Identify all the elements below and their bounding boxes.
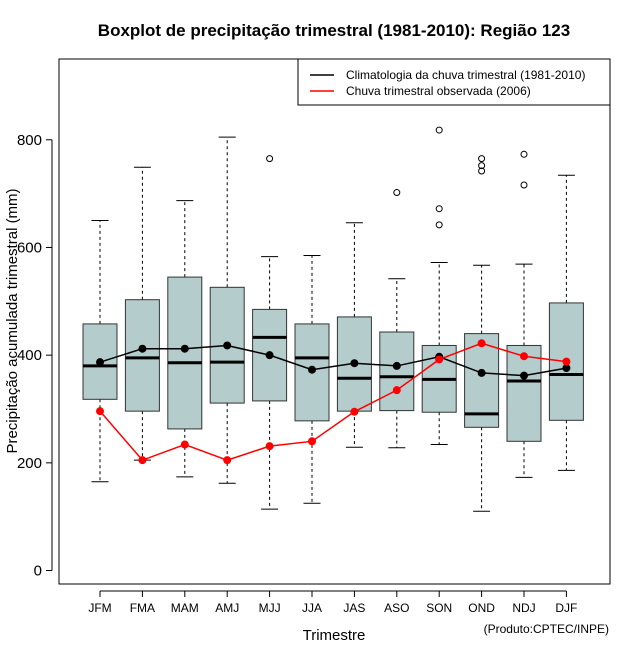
- observed-point: [265, 442, 274, 451]
- box-jja: [294, 255, 330, 504]
- y-axis: 0 200 400 600 800: [17, 132, 53, 580]
- climatology-point: [562, 364, 571, 373]
- outlier-point: [478, 167, 486, 175]
- box-aso: [379, 189, 415, 449]
- outlier-point: [520, 150, 528, 158]
- observed-point: [477, 339, 486, 348]
- credit-text: (Produto:CPTEC/INPE): [484, 622, 609, 636]
- outlier-point: [478, 155, 486, 163]
- box-jfm: [82, 220, 118, 483]
- box-mjj: [252, 155, 288, 510]
- legend-box: [297, 58, 611, 106]
- y-tick-label: 600: [17, 239, 42, 256]
- x-tick-label: JFM: [88, 601, 111, 615]
- box-iqr: [379, 331, 415, 412]
- climatology-point: [308, 365, 316, 374]
- x-tick-label: NDJ: [512, 601, 535, 615]
- line-series: [96, 339, 571, 465]
- y-tick-label: 800: [17, 132, 42, 149]
- observed-point: [180, 440, 189, 449]
- x-tick-label: DJF: [555, 601, 577, 615]
- observed-point: [435, 355, 444, 364]
- legend: Climatologia da chuva trimestral (1981-2…: [297, 58, 611, 106]
- outlier-point: [520, 181, 528, 189]
- y-tick-label: 0: [34, 563, 42, 580]
- observed-point: [308, 437, 316, 446]
- x-axis-label: Trimestre: [303, 627, 366, 644]
- x-tick-label: MAM: [171, 601, 199, 615]
- y-axis-label: Precipitação acumulada trimestral (mm): [4, 188, 21, 453]
- climatology-point: [138, 344, 147, 353]
- observed-point: [223, 456, 232, 465]
- y-tick-label: 400: [17, 347, 42, 364]
- box-fma: [124, 166, 160, 461]
- box-amj: [209, 136, 245, 484]
- observed-point: [96, 407, 104, 416]
- outlier-point: [435, 126, 443, 134]
- box-djf: [548, 174, 584, 471]
- y-tick-label: 200: [17, 455, 42, 472]
- climatology-point: [520, 371, 528, 380]
- x-tick-label: AMJ: [215, 601, 239, 615]
- box-ndj: [506, 150, 542, 478]
- chart-title: Boxplot de precipitação trimestral (1981…: [98, 21, 570, 40]
- x-tick-label: JAS: [343, 601, 365, 615]
- box-iqr: [506, 344, 542, 442]
- climatology-point: [180, 344, 189, 353]
- outlier-point: [435, 221, 443, 229]
- observed-point: [562, 357, 571, 366]
- observed-line: [99, 342, 567, 462]
- climatology-point: [392, 361, 401, 370]
- box-ond: [464, 155, 500, 512]
- climatology-point: [265, 351, 274, 360]
- x-tick-label: SON: [426, 601, 452, 615]
- climatology-point: [477, 368, 486, 377]
- box-iqr: [464, 333, 500, 428]
- observed-point: [520, 352, 528, 361]
- observed-point: [392, 386, 401, 395]
- x-tick-label: FMA: [130, 601, 155, 615]
- box-mam: [167, 200, 203, 478]
- box-son: [421, 126, 457, 446]
- x-tick-label: OND: [468, 601, 495, 615]
- box-iqr: [167, 276, 203, 430]
- box-iqr: [124, 299, 160, 412]
- outlier-point: [266, 155, 274, 163]
- observed-point: [138, 456, 147, 465]
- climatology-point: [350, 359, 359, 368]
- climatology-line: [99, 344, 567, 377]
- box-series: [82, 126, 584, 512]
- x-tick-label: MJJ: [259, 601, 281, 615]
- x-tick-label: ASO: [384, 601, 409, 615]
- climatology-point: [96, 358, 104, 367]
- outlier-point: [478, 162, 486, 170]
- outlier-point: [393, 189, 401, 197]
- legend-observed-label: Chuva trimestral observada (2006): [346, 84, 531, 98]
- legend-climatology-label: Climatologia da chuva trimestral (1981-2…: [346, 68, 585, 82]
- x-tick-label: JJA: [302, 601, 322, 615]
- x-axis: JFM FMA MAM AMJ MJJ JJA JAS ASO SON OND NDJ DJF: [88, 590, 577, 615]
- box-iqr: [548, 302, 584, 421]
- observed-point: [350, 407, 359, 416]
- climatology-point: [223, 341, 232, 350]
- outlier-point: [435, 205, 443, 213]
